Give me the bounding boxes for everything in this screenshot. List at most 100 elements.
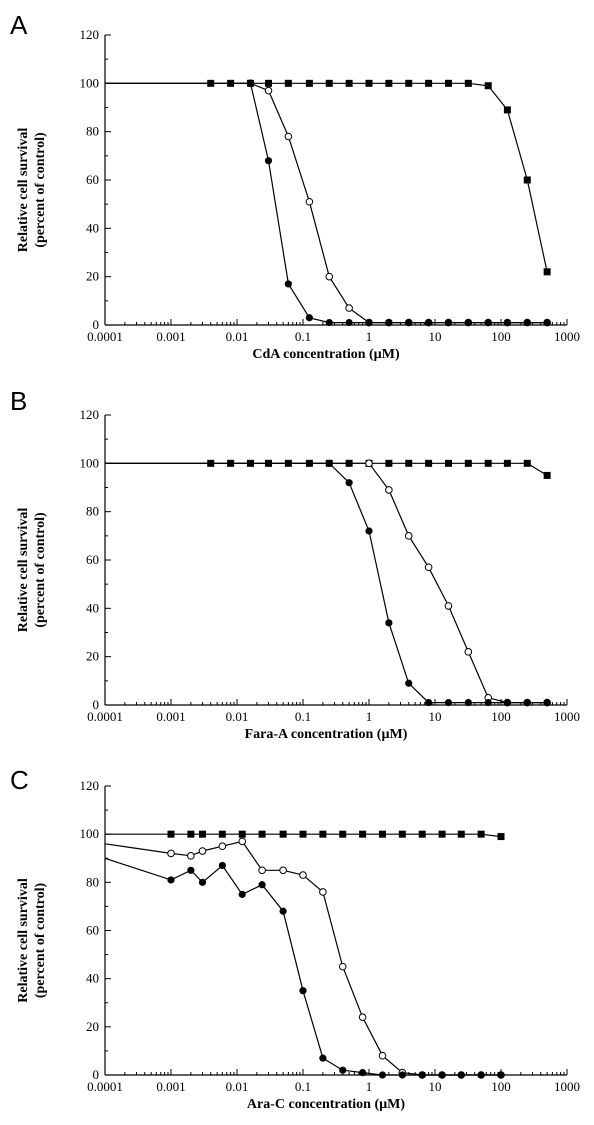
panel-b-point-filled-square: [264, 459, 272, 467]
panel-a-x-tick-label: 1000: [554, 329, 580, 344]
panel-a-x-tick-label: 0.1: [295, 329, 311, 344]
panel-b-point-filled-circle: [365, 527, 373, 535]
panel-c-point-filled-circle: [187, 866, 195, 874]
panel-a-x-tick-label: 10: [429, 329, 442, 344]
panel-a-point-filled-circle: [484, 318, 492, 327]
panel-a-point-filled-square: [484, 82, 492, 90]
panel-a-point-filled-square: [284, 79, 292, 87]
panel-b-point-filled-square: [523, 459, 531, 467]
panel-b-point-filled-circle: [523, 698, 531, 707]
panel-a-ticks: 0 20 40 60 80 100 120 0.0001 0.001 0.01 0.1 1 10 100 1…: [80, 27, 581, 344]
panel-c-point-filled-circle: [359, 1068, 367, 1077]
panel-a-point-filled-square: [464, 79, 472, 87]
panel-a-point-filled-circle: [284, 280, 292, 288]
panel-a-axes: [104, 35, 567, 326]
panel-c-y-tick-label: 100: [80, 826, 100, 841]
panel-c-point-filled-square: [477, 830, 485, 838]
panel-a-point-open-circle: [264, 86, 273, 95]
panel-b-point-filled-circle: [345, 479, 353, 487]
panel-c-point-filled-square: [378, 830, 386, 838]
panel-a-x-tick-label: 0.001: [156, 329, 185, 344]
panel-c-point-filled-circle: [418, 1071, 426, 1079]
panel-b-point-open-circle: [385, 486, 393, 494]
panel-c-x-tick-label: 1000: [554, 1079, 580, 1094]
panel-a-point-open-circle: [325, 272, 334, 281]
panel-a-x-tick-label: 0.0001: [87, 329, 123, 344]
panel-c-point-open-circle: [167, 849, 175, 858]
panel-c-point-filled-circle: [167, 876, 175, 884]
panel-a-y-tick-label: 60: [86, 172, 99, 187]
panel-c-letter: C: [10, 765, 29, 795]
panel-c-point-filled-square: [258, 830, 266, 838]
panel-a-point-filled-square: [503, 106, 511, 114]
panel-a-point-filled-circle: [405, 318, 413, 327]
panel-c-point-filled-square: [457, 830, 465, 838]
panel-c-point-open-circle: [238, 837, 247, 846]
panel-a-point-filled-square: [444, 79, 452, 87]
panel-c-y-tick-label: 80: [86, 874, 99, 889]
panel-c-point-filled-square: [497, 833, 505, 841]
panel-c-ticks: 0 20 40 60 80 100 120 0.0001 0.001 0.01 0.1 1 10 100 1…: [80, 778, 581, 1094]
panel-c-x-tick-label: 0.1: [295, 1079, 311, 1094]
panel-c-x-tick-label: 100: [491, 1079, 511, 1094]
panel-a-point-filled-square: [425, 79, 433, 87]
panel-a-point-filled-circle: [425, 318, 433, 327]
panel-a-point-open-circle: [345, 304, 353, 312]
panel-a-point-filled-circle: [246, 79, 255, 87]
panel-b-x-tick-label: 0.0001: [87, 709, 123, 724]
panel-b-y-axis-title-line-2: (percent of control): [33, 512, 48, 628]
panel-b-point-filled-square: [207, 459, 215, 467]
panel-b-point-filled-circle: [405, 679, 413, 687]
panel-a-y-tick-label: 80: [86, 124, 99, 139]
panel-c-point-filled-circle: [438, 1071, 446, 1079]
panel-c-axes: [104, 786, 567, 1076]
panel-b-y-tick-label: 0: [93, 697, 100, 712]
panel-b-x-tick-label: 1: [366, 709, 373, 724]
panel-c-point-filled-square: [418, 830, 426, 838]
panel-a-point-filled-square: [325, 79, 333, 87]
panel-a-y-tick-label: 100: [80, 75, 100, 90]
panel-b-series-line-open-circle: [105, 462, 548, 704]
panel-c-point-filled-square: [319, 830, 327, 838]
panel-c-y-axis-title-line-1: Relative cell survival: [16, 878, 31, 1003]
panel-c-point-filled-square: [198, 830, 206, 838]
panel-c-point-filled-circle: [279, 907, 287, 915]
panel-b-y-tick-label: 100: [80, 455, 100, 470]
panel-c-point-filled-circle: [299, 987, 307, 995]
panel-a-x-tick-label: 1: [366, 329, 373, 344]
panel-b-point-open-circle: [365, 459, 373, 468]
panel-a-x-tick-label: 0.01: [226, 329, 249, 344]
panel-c-point-open-circle: [338, 962, 347, 971]
panel-a-point-filled-square: [385, 79, 393, 87]
panel-b-x-tick-label: 10: [429, 709, 442, 724]
panel-a-y-axis-title-line-2: (percent of control): [33, 132, 48, 248]
panel-b-point-filled-square: [227, 459, 235, 467]
panel-b-point-filled-square: [543, 471, 551, 479]
panel-c-point-filled-square: [218, 830, 226, 838]
panel-a-series: [105, 79, 551, 327]
panel-b-x-tick-label: 0.001: [156, 709, 185, 724]
panel-c-point-filled-square: [187, 830, 195, 838]
panel-a-point-filled-circle: [345, 318, 353, 327]
panel-a-point-filled-square: [207, 79, 215, 87]
panel-c-point-filled-circle: [457, 1071, 465, 1079]
panel-b-x-tick-label: 0.01: [226, 709, 249, 724]
panel-b-y-tick-label: 20: [86, 649, 99, 664]
panel-c-point-filled-square: [299, 830, 307, 838]
panel-a-point-filled-square: [523, 176, 531, 184]
panel-c-point-open-circle: [358, 1013, 367, 1022]
panel-a-point-open-circle: [284, 132, 293, 141]
panel-c-point-filled-circle: [319, 1054, 327, 1062]
panel-b-point-filled-square: [305, 459, 313, 467]
panel-b-point-filled-circle: [325, 459, 333, 467]
panel-a-point-filled-circle: [464, 318, 472, 327]
panel-c-x-tick-label: 0.001: [156, 1079, 185, 1094]
panel-b-x-tick-label: 1000: [554, 709, 580, 724]
panel-c-x-tick-label: 1: [366, 1079, 373, 1094]
panel-a-point-filled-circle: [305, 314, 313, 322]
panel-b-point-filled-square: [345, 459, 353, 467]
panel-b-point-filled-square: [284, 459, 292, 467]
panel-b-x-tick-label: 0.1: [295, 709, 311, 724]
panel-c-x-tick-label: 0.01: [226, 1079, 249, 1094]
panel-c-point-filled-square: [438, 830, 446, 838]
